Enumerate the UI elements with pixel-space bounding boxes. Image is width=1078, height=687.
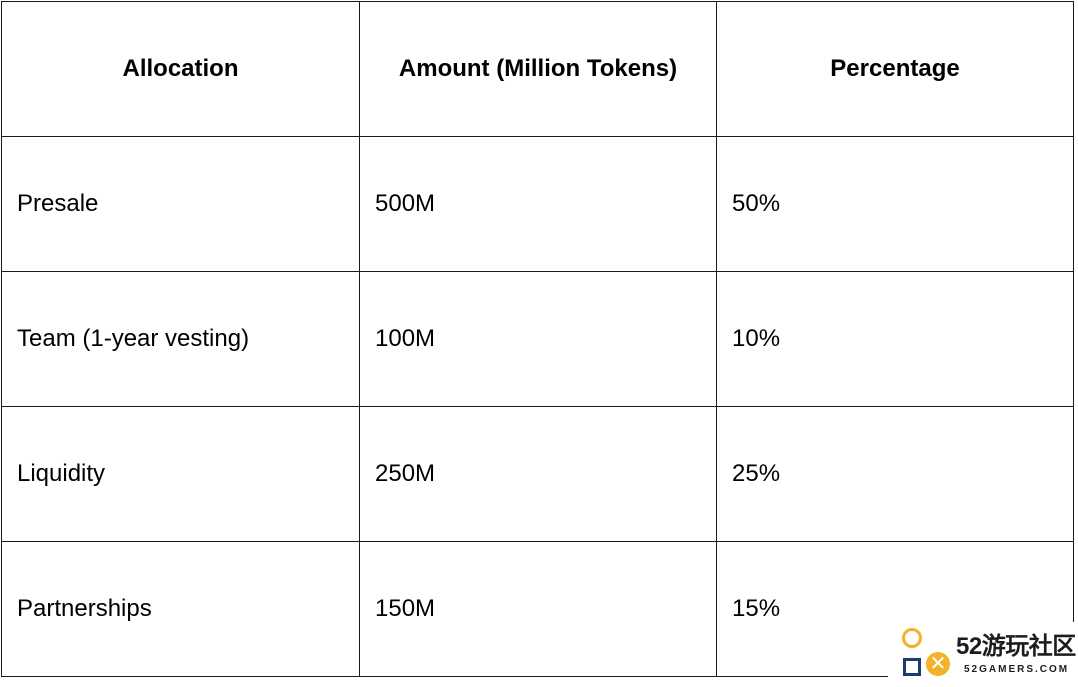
cell-amount: 150M (359, 541, 717, 677)
cell-allocation: Team (1-year vesting) (1, 271, 360, 407)
cell-amount: 500M (359, 136, 717, 272)
watermark-logo: ✕ 52游玩社区 52GAMERS.COM (888, 622, 1078, 687)
watermark-title: 52游玩社区 (956, 633, 1076, 660)
table-row: Partnerships 150M 15% (1, 541, 1074, 677)
gamepad-symbols: ✕ (902, 628, 950, 678)
table-header-row: Allocation Amount (Million Tokens) Perce… (1, 1, 1074, 137)
table-row: Team (1-year vesting) 100M 10% (1, 271, 1074, 407)
table-row: Liquidity 250M 25% (1, 406, 1074, 542)
cell-percentage: 25% (716, 406, 1074, 542)
cell-percentage: 50% (716, 136, 1074, 272)
cell-amount: 250M (359, 406, 717, 542)
square-icon (903, 658, 921, 676)
cell-allocation: Partnerships (1, 541, 360, 677)
circle-icon (902, 628, 922, 648)
cell-amount: 100M (359, 271, 717, 407)
table-row: Presale 500M 50% (1, 136, 1074, 272)
header-percentage: Percentage (716, 1, 1074, 137)
x-icon: ✕ (926, 652, 950, 676)
cell-allocation: Presale (1, 136, 360, 272)
header-allocation: Allocation (1, 1, 360, 137)
cell-allocation: Liquidity (1, 406, 360, 542)
header-amount: Amount (Million Tokens) (359, 1, 717, 137)
watermark-site: 52GAMERS.COM (964, 664, 1070, 675)
allocation-table: Allocation Amount (Million Tokens) Perce… (1, 1, 1074, 677)
cell-percentage: 10% (716, 271, 1074, 407)
allocation-table-container: Allocation Amount (Million Tokens) Perce… (1, 1, 1074, 677)
